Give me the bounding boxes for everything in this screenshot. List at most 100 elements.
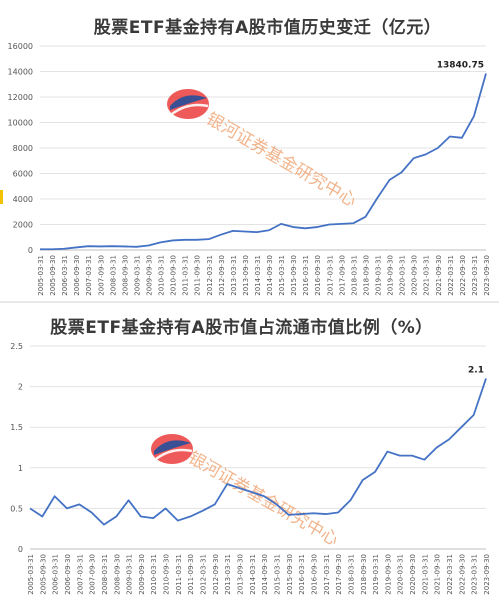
x-tick-label: 2015-03-31 [278, 255, 286, 296]
y-tick-label: 2000 [13, 221, 33, 230]
x-tick-label: 2009-09-30 [138, 554, 146, 595]
x-tick-label: 2009-03-31 [133, 255, 141, 296]
end-value-label: 2.1 [468, 365, 484, 375]
x-tick-label: 2007-09-30 [97, 255, 105, 296]
x-tick-label: 2012-03-31 [200, 554, 208, 595]
x-tick-label: 2012-09-30 [212, 554, 220, 595]
x-tick-label: 2021-09-30 [435, 255, 443, 296]
x-tick-label: 2017-03-31 [326, 255, 334, 296]
x-tick-label: 2011-03-31 [175, 554, 183, 595]
y-tick-label: 14000 [8, 68, 33, 77]
panel-divider [0, 301, 499, 303]
x-tick-label: 2011-09-30 [194, 255, 202, 296]
x-tick-label: 2016-03-31 [302, 255, 310, 296]
chart-canvas: 0 0.5 1 1.5 2 2.5 银河证券基金研究中心 2.1 2005-03-31 2005-… [10, 342, 491, 595]
x-tick-label: 2020-09-30 [409, 554, 417, 595]
x-tick-label: 2015-09-30 [290, 255, 298, 296]
end-value-label: 13840.75 [437, 61, 484, 71]
x-tick-label: 2018-09-30 [360, 554, 368, 595]
x-tick-label: 2011-09-30 [187, 554, 195, 595]
x-tick-label: 2012-09-30 [218, 255, 226, 296]
y-tick-label: 12000 [8, 93, 33, 102]
x-tick-label: 2022-03-31 [446, 554, 454, 595]
y-tick-label: 1 [18, 464, 23, 473]
x-tick-label: 2017-09-30 [338, 255, 346, 296]
chart-title: 股票ETF基金持有A股市值历史变迁（亿元） [93, 18, 442, 38]
x-tick-label: 2010-03-31 [150, 554, 158, 595]
y-tick-label: 8000 [13, 144, 33, 153]
watermark-text: 银河证券基金研究中心 [185, 448, 342, 550]
x-tick-label: 2021-09-30 [434, 554, 442, 595]
x-tick-label: 2007-03-31 [76, 554, 84, 595]
x-tick-label: 2015-03-31 [273, 554, 281, 595]
watermark: 银河证券基金研究中心 [151, 434, 342, 550]
series-line [29, 378, 487, 526]
x-tick-label: 2007-03-31 [85, 255, 93, 296]
x-tick-label: 2008-03-31 [101, 554, 109, 595]
x-tick-label: 2020-03-31 [399, 255, 407, 296]
x-tick-label: 2013-09-30 [242, 255, 250, 296]
series-line [40, 73, 487, 251]
x-tick-label: 2012-03-31 [206, 255, 214, 296]
watermark: 银河证券基金研究中心 [167, 89, 360, 211]
x-tick-label: 2019-09-30 [387, 255, 395, 296]
x-tick-label: 2007-09-30 [89, 554, 97, 595]
x-tick-label: 2015-09-30 [286, 554, 294, 595]
x-tick-label: 2014-03-31 [254, 255, 262, 296]
x-tick-label: 2018-03-31 [347, 554, 355, 595]
y-tick-label: 1.5 [10, 423, 23, 432]
x-tick-label: 2022-03-31 [447, 255, 455, 296]
y-tick-label: 4000 [13, 195, 33, 204]
x-tick-label: 2010-03-31 [158, 255, 166, 296]
x-tick-label: 2005-09-30 [49, 255, 57, 296]
x-tick-label: 2006-03-31 [61, 255, 69, 296]
x-tick-label: 2014-03-31 [249, 554, 257, 595]
x-tick-label: 2018-09-30 [362, 255, 370, 296]
x-tick-label: 2006-03-31 [52, 554, 60, 595]
x-tick-label: 2005-03-31 [37, 255, 45, 296]
x-tick-label: 2013-03-31 [230, 255, 238, 296]
x-tick-label: 2009-03-31 [126, 554, 134, 595]
x-tick-label: 2014-09-30 [261, 554, 269, 595]
x-tick-label: 2011-03-31 [182, 255, 190, 296]
galaxy-logo-swoosh [170, 95, 207, 110]
y-tick-label: 10000 [8, 119, 33, 128]
y-tick-label: 2.5 [10, 342, 23, 351]
y-tick-label: 2 [18, 383, 23, 392]
x-tick-label: 2019-03-31 [372, 554, 380, 595]
x-tick-label: 2017-09-30 [335, 554, 343, 595]
galaxy-logo-stripe [171, 103, 209, 116]
x-tick-label: 2013-03-31 [224, 554, 232, 595]
chart-panel-etf-holding-value: 股票ETF基金持有A股市值历史变迁（亿元） 0 2000 4000 6000 8000 1… [7, 18, 491, 296]
y-tick-label: 0 [18, 545, 23, 554]
side-marker [0, 190, 3, 204]
x-tick-label: 2010-09-30 [163, 554, 171, 595]
x-tick-label: 2021-03-31 [421, 554, 429, 595]
x-tick-label: 2023-09-30 [483, 255, 491, 296]
x-tick-label: 2019-03-31 [375, 255, 383, 296]
y-tick-label: 0 [28, 246, 33, 255]
x-tick-label: 2008-09-30 [113, 554, 121, 595]
galaxy-logo-swoosh [154, 440, 191, 455]
x-tick-label: 2023-09-30 [483, 554, 491, 595]
x-tick-label: 2022-09-30 [458, 554, 466, 595]
galaxy-logo-stripe [155, 448, 193, 461]
x-tick-label: 2017-03-31 [323, 554, 331, 595]
x-tick-label: 2014-09-30 [266, 255, 274, 296]
x-tick-label: 2020-03-31 [397, 554, 405, 595]
x-tick-label: 2008-03-31 [109, 255, 117, 296]
x-tick-label: 2016-09-30 [314, 255, 322, 296]
x-tick-label: 2010-09-30 [170, 255, 178, 296]
chart-title: 股票ETF基金持有A股市值占流通市值比例（%） [50, 318, 433, 338]
x-tick-label: 2005-03-31 [27, 554, 35, 595]
y-tick-label: 0.5 [10, 504, 23, 513]
x-tick-label: 2016-09-30 [310, 554, 318, 595]
x-tick-label: 2016-03-31 [298, 554, 306, 595]
x-tick-label: 2018-03-31 [350, 255, 358, 296]
chart-canvas: 0 2000 4000 6000 8000 10000 12000 14000 16000 银河证… [8, 42, 491, 296]
x-tick-label: 2009-09-30 [145, 255, 153, 296]
x-tick-label: 2005-09-30 [39, 554, 47, 595]
x-tick-label: 2019-09-30 [384, 554, 392, 595]
x-tick-label: 2006-09-30 [64, 554, 72, 595]
x-tick-label: 2023-03-31 [471, 554, 479, 595]
